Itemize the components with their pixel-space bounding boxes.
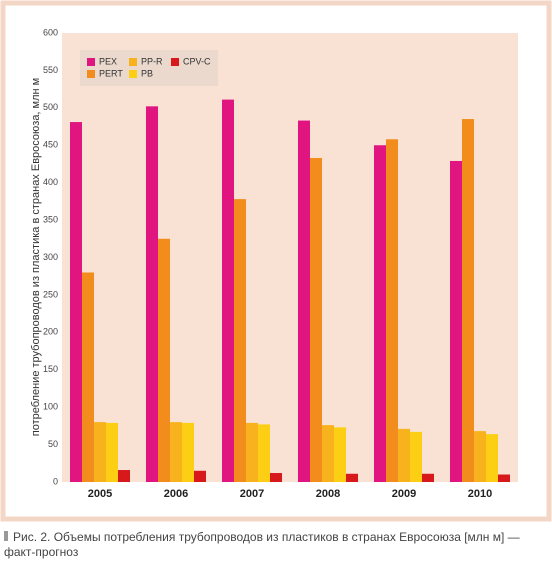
bar	[82, 272, 94, 482]
legend-swatch	[171, 58, 179, 66]
y-tick-label: 400	[43, 177, 58, 187]
plot-area	[62, 33, 518, 482]
bar	[398, 428, 410, 482]
bar	[194, 470, 206, 482]
x-tick-label: 2005	[88, 488, 112, 500]
bar	[182, 422, 194, 482]
x-tick-label: 2007	[240, 488, 264, 500]
bar	[462, 119, 474, 482]
legend-label: CPV-C	[183, 56, 211, 66]
y-tick-label: 200	[43, 327, 58, 337]
legend-label: PP-R	[141, 56, 163, 66]
bar	[474, 431, 486, 482]
legend-swatch	[129, 70, 137, 78]
y-tick-label: 300	[43, 252, 58, 262]
x-tick-label: 2010	[468, 488, 492, 500]
bar	[334, 427, 346, 482]
caption: Рис. 2. Объемы потребления трубопроводов…	[4, 530, 548, 560]
bar	[498, 474, 510, 482]
bar	[258, 424, 270, 482]
y-tick-label: 600	[43, 27, 58, 37]
bar	[234, 199, 246, 482]
bar	[310, 157, 322, 482]
bar	[146, 106, 158, 482]
bar	[422, 473, 434, 482]
legend-label: PEX	[99, 56, 117, 66]
bar	[70, 122, 82, 482]
legend-swatch	[87, 58, 95, 66]
caption-text: Рис. 2. Объемы потребления трубопроводов…	[4, 530, 520, 559]
legend-swatch	[129, 58, 137, 66]
y-axis-label: потребление трубопроводов из пластика в …	[30, 78, 42, 436]
bar	[346, 473, 358, 482]
x-tick-label: 2008	[316, 488, 340, 500]
y-tick-label: 250	[43, 289, 58, 299]
bar	[118, 470, 130, 482]
bar	[410, 431, 422, 482]
bar	[222, 99, 234, 482]
bar	[386, 139, 398, 482]
bar	[450, 160, 462, 482]
bar	[158, 238, 170, 482]
y-tick-label: 100	[43, 402, 58, 412]
bar	[374, 145, 386, 482]
bar	[322, 425, 334, 482]
bar	[486, 434, 498, 482]
legend-swatch	[87, 70, 95, 78]
y-tick-label: 350	[43, 214, 58, 224]
legend-label: PB	[141, 68, 153, 78]
bar	[298, 120, 310, 483]
bar	[94, 422, 106, 482]
x-tick-label: 2009	[392, 488, 416, 500]
caption-marker	[4, 531, 8, 541]
bar	[106, 422, 118, 482]
bar	[270, 473, 282, 482]
legend-box	[80, 50, 218, 86]
y-tick-label: 450	[43, 140, 58, 150]
y-tick-label: 150	[43, 364, 58, 374]
bar	[170, 422, 182, 482]
chart: потребление трубопроводов из пластика в …	[0, 0, 552, 522]
y-tick-label: 50	[48, 439, 58, 449]
y-tick-label: 0	[53, 476, 58, 486]
bar	[246, 422, 258, 482]
legend-label: PERT	[99, 68, 123, 78]
x-tick-label: 2006	[164, 488, 188, 500]
y-tick-label: 550	[43, 65, 58, 75]
y-tick-label: 500	[43, 102, 58, 112]
